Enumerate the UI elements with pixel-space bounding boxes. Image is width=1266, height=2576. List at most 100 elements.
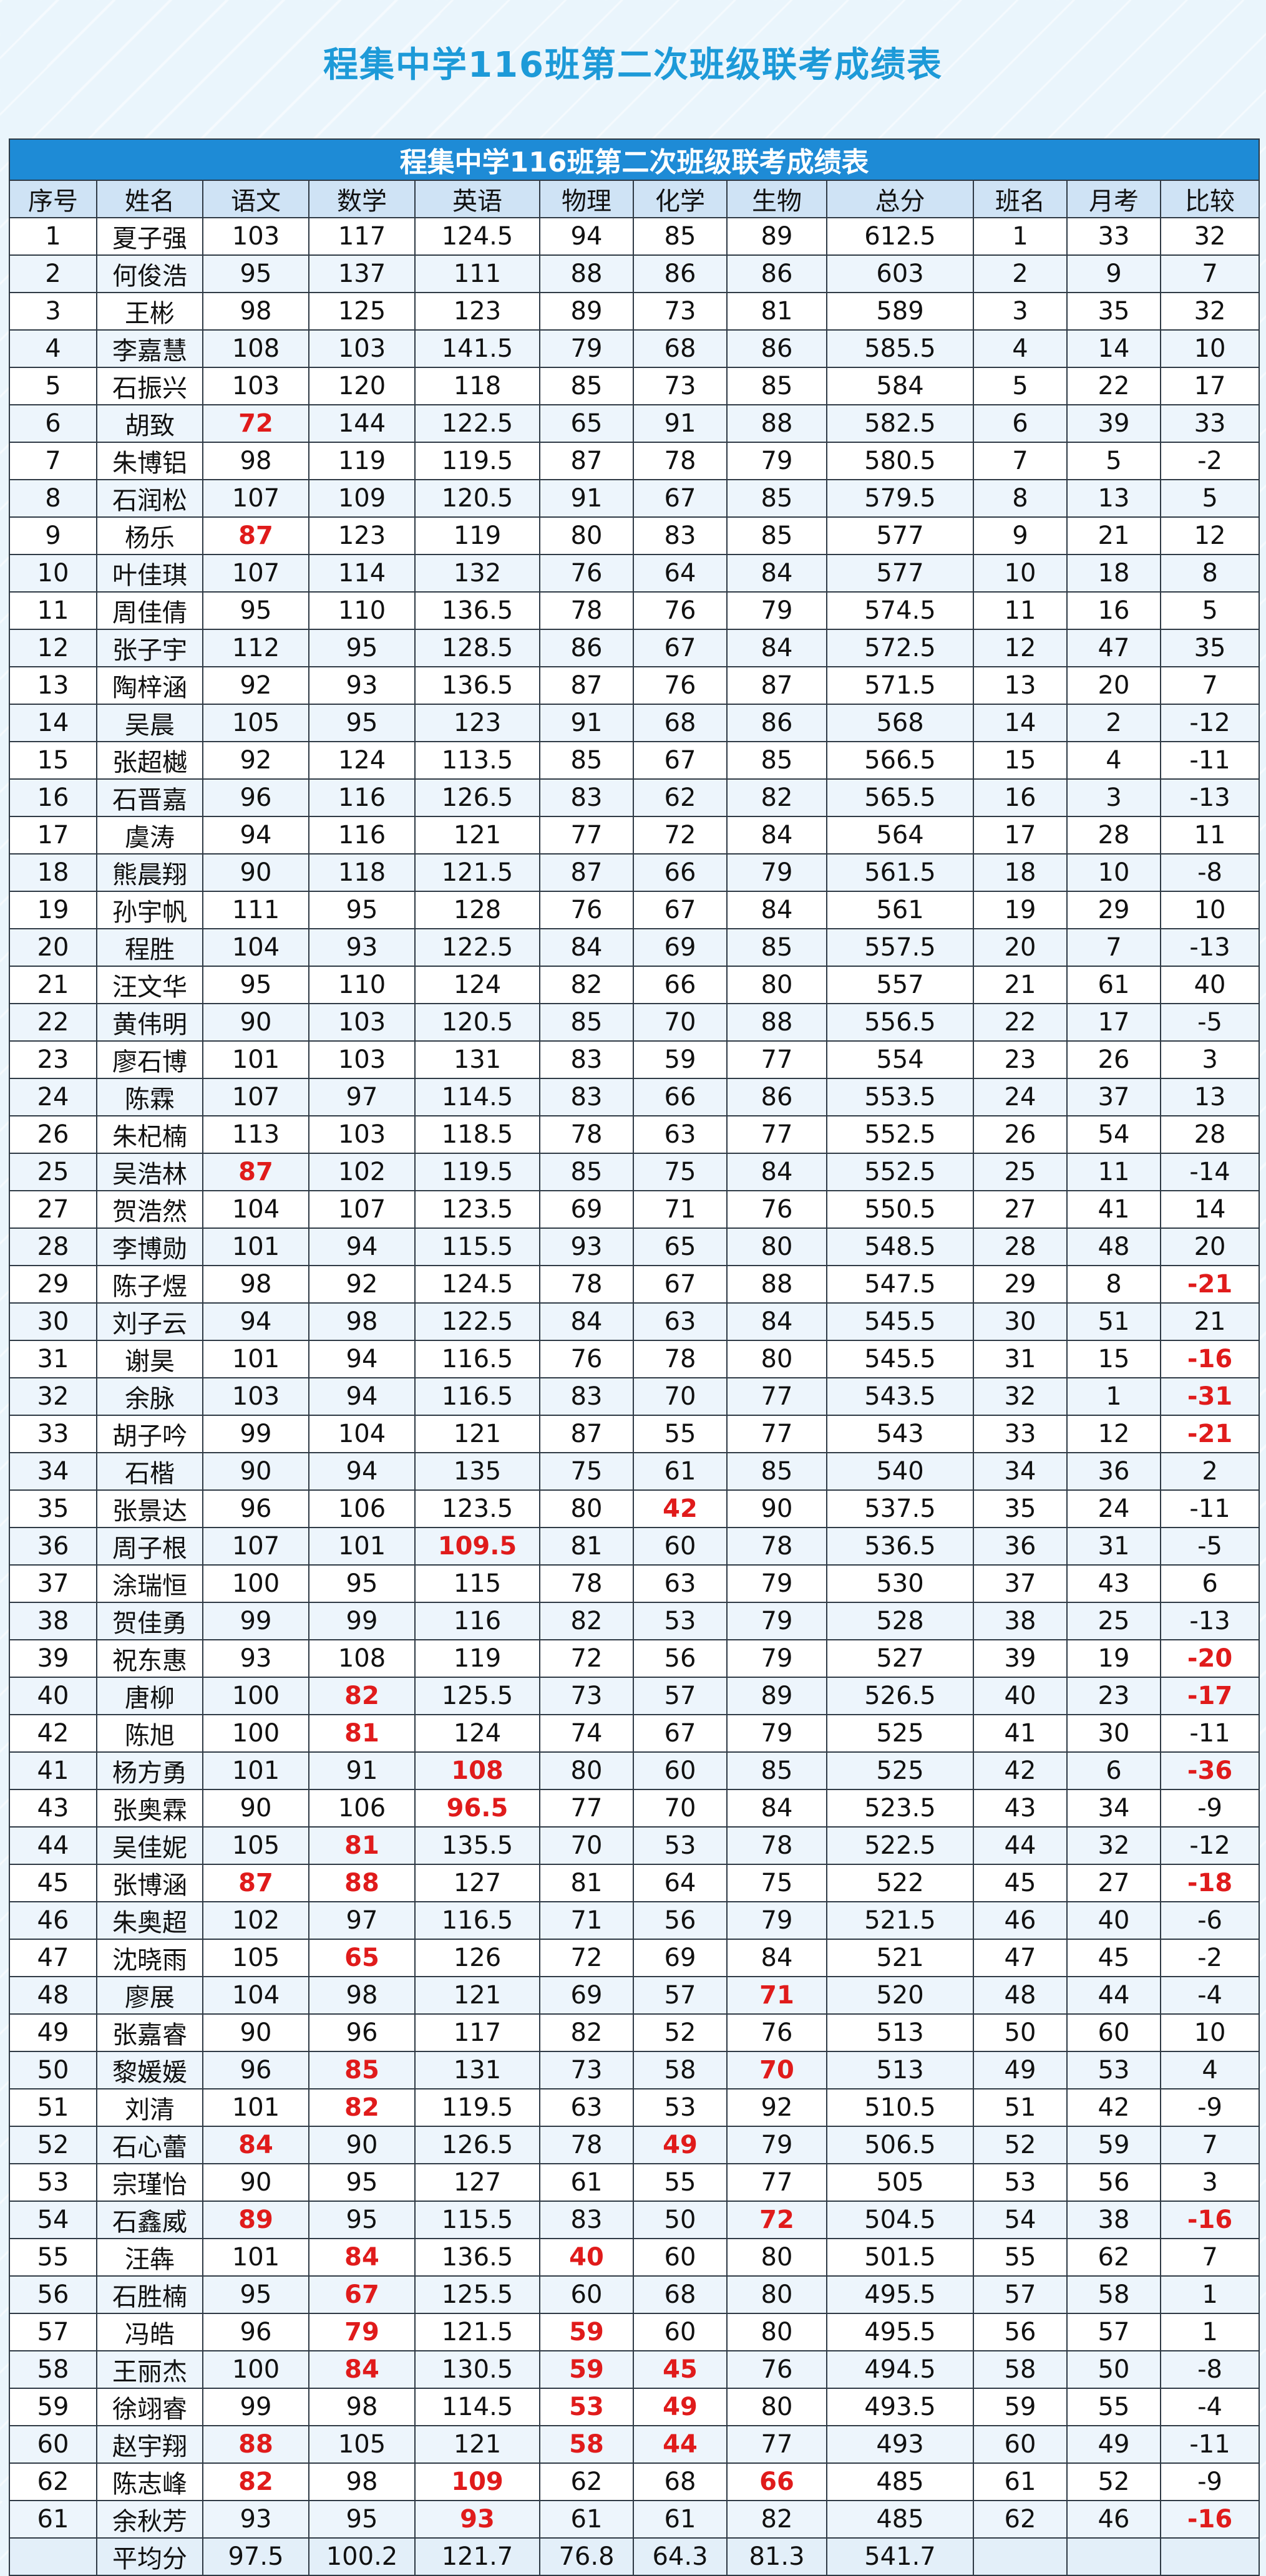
table-cell: -16	[1159, 2201, 1260, 2239]
table-cell: 85	[539, 1153, 634, 1191]
table-cell: 100	[202, 1564, 309, 1603]
table-cell: 95	[202, 254, 309, 293]
column-header: 语文	[202, 180, 309, 218]
table-cell: 128	[414, 891, 540, 929]
average-value: 76.8	[539, 2537, 634, 2576]
table-cell: 92	[308, 1265, 416, 1304]
table-cell: 104	[202, 928, 309, 967]
table-cell: 21	[1159, 1302, 1260, 1341]
table-cell: 55	[633, 2163, 728, 2202]
table-cell: 35	[9, 1489, 97, 1528]
table-cell: 110	[308, 591, 416, 630]
table-cell: 76	[539, 554, 634, 593]
table-cell: 33	[9, 1415, 97, 1453]
table-cell: 119.5	[414, 1153, 540, 1191]
table-cell: 54	[973, 2201, 1068, 2239]
table-cell: 121	[414, 2425, 540, 2464]
table-cell: 536.5	[826, 1527, 974, 1566]
table-cell: 94	[202, 1302, 309, 1341]
table-cell: 561	[826, 891, 974, 929]
table-cell: 吴佳妮	[96, 1826, 203, 1865]
table-cell: 114	[308, 554, 416, 593]
table-cell: 122.5	[414, 404, 540, 443]
table-cell: 周子根	[96, 1527, 203, 1566]
table-cell: 101	[202, 2238, 309, 2277]
table-cell: 唐柳	[96, 1677, 203, 1715]
table-cell: 7	[1159, 2126, 1260, 2164]
table-cell: 74	[539, 1714, 634, 1753]
table-cell: 86	[726, 329, 827, 368]
table-cell: 93	[539, 1227, 634, 1266]
table-cell: 82	[308, 1677, 416, 1715]
table-row: 62 陈志峰 82 98 109 62 68 66 485 61 52 -9	[9, 2462, 1260, 2501]
table-row: 6 胡致 72 144 122.5 65 91 88 582.5 6 39 33	[9, 404, 1260, 443]
table-cell: 111	[414, 254, 540, 293]
table-cell: 95	[308, 891, 416, 929]
table-cell: 77	[726, 1415, 827, 1453]
table-cell: 123	[308, 516, 416, 555]
table-cell: 22	[973, 1003, 1068, 1042]
table-row: 30 刘子云 94 98 122.5 84 63 84 545.5 30 51 21	[9, 1302, 1260, 1341]
table-cell: 冯皓	[96, 2313, 203, 2351]
table-cell: 76	[539, 891, 634, 929]
table-cell: 50	[9, 2051, 97, 2089]
table-cell: 81	[539, 1527, 634, 1566]
column-header: 生物	[726, 180, 827, 218]
table-cell: 20	[1066, 666, 1161, 705]
table-cell: 余脉	[96, 1377, 203, 1416]
table-cell: 余秋芳	[96, 2500, 203, 2539]
table-cell: 119	[414, 1639, 540, 1678]
table-cell: 2	[1066, 704, 1161, 742]
table-cell: 136.5	[414, 2238, 540, 2277]
table-cell: 81	[308, 1826, 416, 1865]
table-cell: 77	[726, 1040, 827, 1079]
table-cell: 17	[9, 816, 97, 855]
table-cell: 85	[539, 741, 634, 780]
table-cell: 4	[9, 329, 97, 368]
table-cell: 85	[726, 1452, 827, 1491]
table-cell: 71	[539, 1901, 634, 1940]
table-row: 32 余脉 103 94 116.5 83 70 77 543.5 32 1 -31	[9, 1377, 1260, 1416]
table-cell: -36	[1159, 1751, 1260, 1790]
table-cell: 89	[539, 292, 634, 331]
table-cell: 78	[726, 1826, 827, 1865]
table-cell: 陈志峰	[96, 2462, 203, 2501]
table-cell: 95	[308, 2201, 416, 2239]
table-cell: 62	[1066, 2238, 1161, 2277]
table-row: 10 叶佳琪 107 114 132 76 64 84 577 10 18 8	[9, 554, 1260, 593]
table-cell: 60	[973, 2425, 1068, 2464]
table-cell: 73	[539, 1677, 634, 1715]
table-cell: 36	[973, 1527, 1068, 1566]
table-cell: 96	[202, 1489, 309, 1528]
table-cell: 106	[308, 1789, 416, 1828]
table-cell: 103	[308, 1003, 416, 1042]
table-cell: 123	[414, 292, 540, 331]
table-cell: 88	[202, 2425, 309, 2464]
table-cell: 101	[308, 1527, 416, 1566]
table-row: 37 涂瑞恒 100 95 115 78 63 79 530 37 43 6	[9, 1564, 1260, 1603]
table-cell: 34	[973, 1452, 1068, 1491]
table-cell: 87	[539, 442, 634, 480]
table-cell: -9	[1159, 2462, 1260, 2501]
table-cell: 8	[9, 479, 97, 518]
table-cell: 88	[726, 1265, 827, 1304]
table-cell: 94	[308, 1340, 416, 1378]
table-cell: 10	[1159, 891, 1260, 929]
table-cell: 101	[202, 2088, 309, 2127]
table-cell: -18	[1159, 1864, 1260, 1902]
table-cell: 67	[633, 479, 728, 518]
table-cell: 刘清	[96, 2088, 203, 2127]
table-cell: 11	[1066, 1153, 1161, 1191]
table-cell: 124	[414, 1714, 540, 1753]
table-cell: 43	[1066, 1564, 1161, 1603]
table-cell: 584	[826, 367, 974, 405]
table-cell: 19	[1066, 1639, 1161, 1678]
table-cell: 3	[1159, 1040, 1260, 1079]
table-cell: 98	[202, 1265, 309, 1304]
table-cell: 66	[633, 966, 728, 1004]
table-cell: 66	[633, 1078, 728, 1116]
table-cell: 135.5	[414, 1826, 540, 1865]
table-cell: 80	[726, 1340, 827, 1378]
table-cell: 8	[973, 479, 1068, 518]
table-row: 9 杨乐 87 123 119 80 83 85 577 9 21 12	[9, 516, 1260, 555]
